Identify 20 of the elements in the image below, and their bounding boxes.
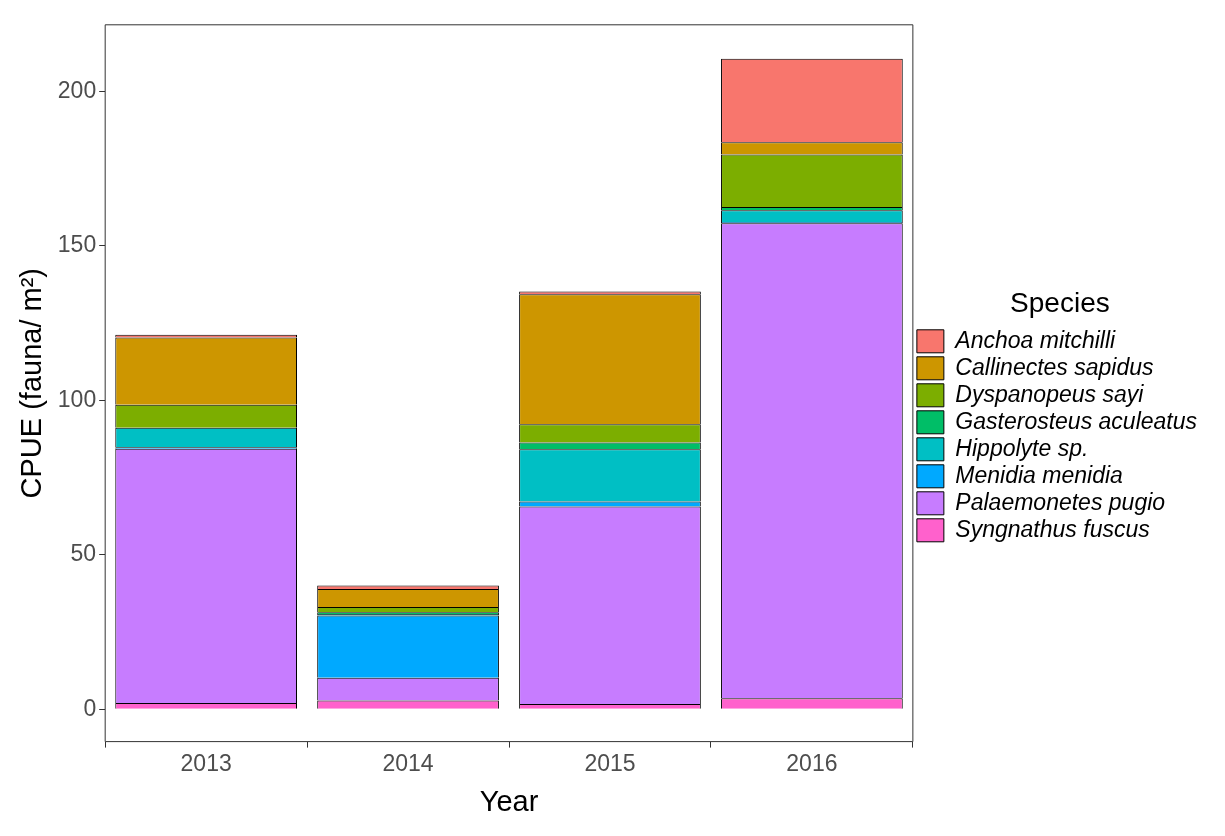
legend-label: Menidia menidia [955,461,1123,488]
x-tick-label: 2014 [382,749,434,776]
legend-title: Species [1010,286,1110,318]
y-tick-label: 50 [70,540,97,567]
legend-label: Anchoa mitchilli [953,326,1117,353]
y-tick-label: 0 [83,694,97,721]
y-axis-title: CPUE (fauna/ m²) [15,267,48,499]
legend-label: Syngnathus fuscus [955,515,1151,542]
x-tick-label: 2015 [584,749,636,776]
y-tick-label: 150 [57,231,97,258]
x-tick-label: 2013 [180,749,232,776]
y-tick-label: 100 [57,385,97,412]
legend-label: Callinectes sapidus [955,353,1155,380]
legend-label: Dyspanopeus sayi [955,380,1145,407]
legend-label: Hippolyte sp. [955,434,1089,461]
y-tick-label: 200 [57,76,97,103]
x-tick-label: 2016 [786,749,838,776]
x-axis-title: Year [479,784,539,817]
legend-label: Palaemonetes pugio [955,488,1166,515]
legend-label: Gasterosteus aculeatus [955,407,1198,434]
